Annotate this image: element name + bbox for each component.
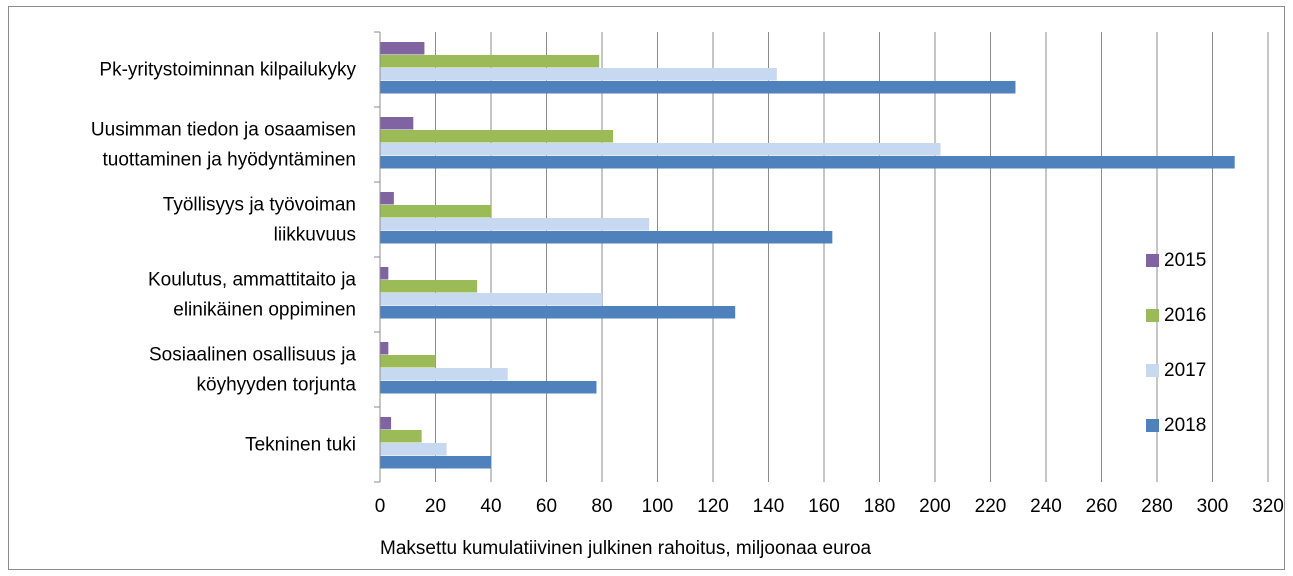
bar-2016 [380,355,436,368]
bar-2015 [380,342,389,355]
bar-2016 [380,205,491,218]
category-label: Uusimman tiedon ja osaamisen [91,120,356,141]
bar-2017 [380,293,602,306]
bar-2017 [380,443,447,456]
grid-lines [435,32,1269,482]
x-tick-label: 80 [591,496,612,517]
category-label: Koulutus, ammattitaito ja [148,270,356,291]
x-tick-label: 160 [808,496,840,517]
x-tick-label: 300 [1197,496,1229,517]
legend-swatch-2016 [1146,309,1159,322]
legend: 2015 2016 2017 2018 [1146,250,1206,436]
x-tick-label: 220 [975,496,1007,517]
axes [374,31,381,483]
category-label: Työllisyys ja työvoiman [163,195,356,216]
bar-2017 [380,218,650,231]
x-tick-label: 120 [697,496,729,517]
legend-label-2018: 2018 [1164,415,1206,436]
category-label: Tekninen tuki [245,435,356,456]
legend-label-2015: 2015 [1164,250,1206,271]
bar-2016 [380,130,614,143]
x-tick-label: 260 [1086,496,1118,517]
x-tick-label: 180 [864,496,896,517]
x-tick-label: 0 [375,496,386,517]
bar-2015 [380,42,425,55]
x-tick-label: 320 [1252,496,1284,517]
category-label: liikkuvuus [274,225,356,246]
chart-frame [8,6,1285,570]
legend-label-2017: 2017 [1164,360,1206,381]
bars [380,42,1235,469]
legend-swatch-2018 [1146,419,1159,432]
bar-2018 [380,81,1016,94]
bar-2018 [380,381,597,394]
x-tick-label: 140 [753,496,785,517]
bar-2016 [380,55,600,68]
x-tick-labels: 0 20 40 60 80 100 120 140 160 180 200 220 240 260 280 3… [375,496,1284,517]
bar-2015 [380,192,394,205]
bar-2016 [380,430,422,443]
bar-2017 [380,368,508,381]
x-tick-label: 20 [425,496,446,517]
x-tick-label: 200 [919,496,951,517]
bar-2017 [380,68,777,81]
bar-2018 [380,231,833,244]
category-label: tuottaminen ja hyödyntäminen [103,150,357,171]
x-tick-label: 240 [1030,496,1062,517]
bar-2015 [380,117,414,130]
bar-2015 [380,417,392,430]
legend-swatch-2017 [1146,364,1159,377]
bar-2015 [380,267,389,280]
legend-swatch-2015 [1146,254,1159,267]
category-label: Sosiaalinen osallisuus ja [149,345,356,366]
x-tick-label: 100 [642,496,674,517]
bar-2018 [380,456,491,469]
bar-2017 [380,143,941,156]
bar-2018 [380,156,1235,169]
x-tick-label: 280 [1141,496,1173,517]
legend-label-2016: 2016 [1164,305,1206,326]
category-label: köyhyyden torjunta [197,375,357,396]
category-label: Pk-yritystoiminnan kilpailukyky [99,60,356,81]
bar-2016 [380,280,478,293]
bar-2018 [380,306,736,319]
x-tick-label: 60 [536,496,557,517]
category-labels: Pk-yritystoiminnan kilpailukyky Uusimman … [91,60,357,456]
x-tick-label: 40 [480,496,501,517]
x-axis-label: Maksettu kumulatiivinen julkinen rahoitu… [380,538,872,559]
category-label: elinikäinen oppiminen [173,300,356,321]
